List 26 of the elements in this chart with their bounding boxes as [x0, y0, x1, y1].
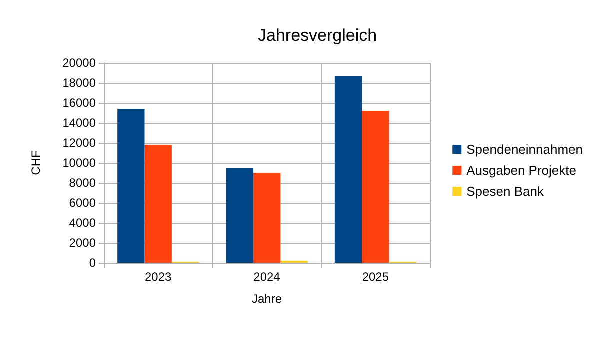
bar: [226, 168, 254, 263]
y-tick-label: 8000: [69, 176, 96, 190]
y-axis-title: CHF: [29, 150, 43, 176]
y-tick-label: 10000: [62, 156, 96, 170]
bar: [362, 111, 390, 263]
bar: [144, 145, 172, 263]
legend-label: Ausgaben Projekte: [466, 163, 576, 178]
x-axis-title: Jahre: [252, 292, 282, 306]
x-tick-label: 2024: [254, 270, 281, 284]
legend-label: Spesen Bank: [466, 184, 544, 199]
y-tick-label: 6000: [69, 196, 96, 210]
chart-title: Jahresvergleich: [258, 26, 378, 45]
y-tick-label: 0: [89, 256, 96, 270]
bar: [118, 109, 145, 263]
y-tick-label: 20000: [62, 56, 96, 70]
y-tick-label: 16000: [62, 96, 96, 110]
y-tick-label: 18000: [62, 76, 96, 90]
y-tick-label: 2000: [69, 236, 96, 250]
bar: [334, 76, 362, 263]
y-tick-label: 4000: [69, 216, 96, 230]
y-tick-label: 14000: [62, 116, 96, 130]
bar: [253, 173, 281, 263]
x-tick-label: 2023: [144, 270, 172, 284]
y-tick-label: 12000: [62, 136, 96, 150]
legend-label: Spendeneinnahmen: [466, 142, 584, 157]
x-tick-label: 2025: [362, 270, 390, 284]
